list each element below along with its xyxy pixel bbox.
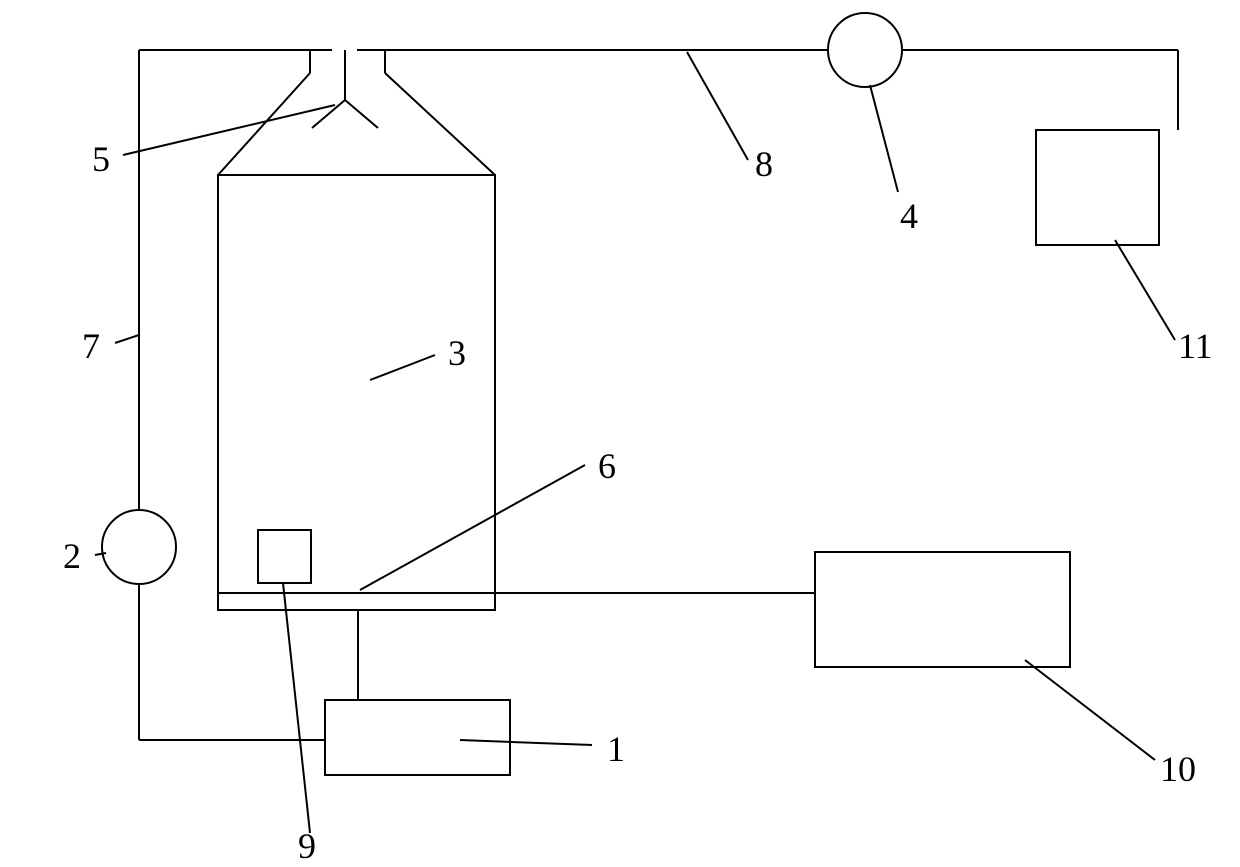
sprayer-arm-left bbox=[312, 100, 345, 128]
leader-7 bbox=[115, 335, 139, 343]
label-2: 2 bbox=[63, 535, 81, 577]
leader-8 bbox=[687, 52, 748, 160]
leader-9 bbox=[283, 583, 310, 833]
pump-4 bbox=[828, 13, 902, 87]
leader-11 bbox=[1115, 240, 1175, 340]
leader-10 bbox=[1025, 660, 1155, 760]
label-7: 7 bbox=[82, 325, 100, 367]
vessel-body bbox=[218, 175, 495, 610]
label-8: 8 bbox=[755, 143, 773, 185]
leader-1 bbox=[460, 740, 592, 745]
label-9: 9 bbox=[298, 825, 316, 867]
box-1 bbox=[325, 700, 510, 775]
sprayer-arm-right bbox=[345, 100, 378, 128]
label-6: 6 bbox=[598, 445, 616, 487]
vessel-cone-right bbox=[385, 73, 495, 175]
label-11: 11 bbox=[1178, 325, 1213, 367]
leader-4 bbox=[870, 85, 898, 192]
label-3: 3 bbox=[448, 332, 466, 374]
leader-6 bbox=[360, 465, 585, 590]
vessel-cone-left bbox=[218, 73, 310, 175]
box-9 bbox=[258, 530, 311, 583]
box-11 bbox=[1036, 130, 1159, 245]
leader-5 bbox=[123, 105, 335, 155]
pump-2 bbox=[102, 510, 176, 584]
label-10: 10 bbox=[1160, 748, 1196, 790]
label-1: 1 bbox=[607, 728, 625, 770]
box-10 bbox=[815, 552, 1070, 667]
leader-2 bbox=[95, 553, 106, 555]
label-4: 4 bbox=[900, 195, 918, 237]
leader-3 bbox=[370, 355, 435, 380]
label-5: 5 bbox=[92, 138, 110, 180]
